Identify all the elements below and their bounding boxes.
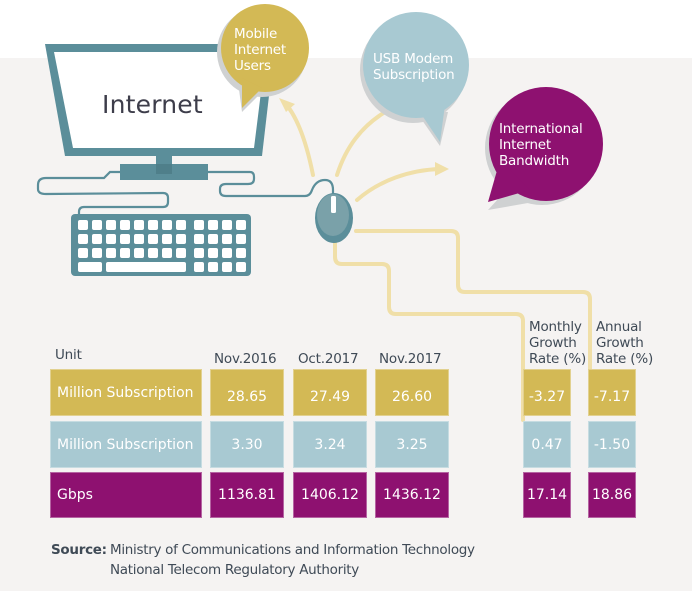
column-header-annual-growth: Annual Growth Rate (%) [596, 319, 653, 367]
row-mobile-nov2016: 28.65 [210, 369, 284, 416]
header-line: Growth [529, 335, 577, 351]
header-line: Rate (%) [596, 351, 654, 367]
keyboard-icon [71, 214, 251, 276]
bubble-bandwidth [485, 87, 603, 210]
bubble-line: Mobile [234, 26, 278, 42]
unit-header: Unit [55, 347, 82, 363]
bubble-line: USB Modem [373, 51, 454, 67]
row-usb-unit: Million Subscription [50, 421, 202, 468]
row-mobile-unit: Million Subscription [50, 369, 202, 416]
source-line: Ministry of Communications and Informati… [110, 542, 475, 558]
source-lines: Ministry of Communications and Informati… [110, 540, 475, 580]
row-bandwidth-nov2016: 1136.81 [210, 472, 284, 518]
header-line: Rate (%) [529, 351, 587, 367]
row-bandwidth-unit: Gbps [50, 472, 202, 518]
column-header-monthly-growth: Monthly Growth Rate (%) [529, 319, 586, 367]
row-bandwidth-annual: 18.86 [588, 472, 636, 518]
column-header-oct2017: Oct.2017 [298, 351, 359, 367]
bubble-line: International [499, 121, 583, 137]
bubble-bandwidth-text: International Internet Bandwidth [499, 121, 583, 169]
row-mobile-oct2017: 27.49 [293, 369, 367, 416]
bubble-mobile-text: Mobile Internet Users [234, 26, 286, 74]
row-usb-monthly: 0.47 [523, 421, 571, 468]
source-line: National Telecom Regulatory Authority [110, 562, 359, 578]
row-mobile-monthly: -3.27 [523, 369, 571, 416]
row-bandwidth-oct2017: 1406.12 [293, 472, 367, 518]
bubble-line: Internet [499, 137, 552, 153]
cables [36, 170, 335, 216]
source-note: Source: Ministry of Communications and I… [51, 540, 475, 578]
bubble-usb-text: USB Modem Subscription [373, 51, 455, 83]
bubble-line: Subscription [373, 67, 455, 83]
row-mobile-annual: -7.17 [588, 369, 636, 416]
header-line: Annual [596, 319, 642, 335]
row-usb-annual: -1.50 [588, 421, 636, 468]
bubble-line: Internet [234, 42, 287, 58]
row-usb-nov2016: 3.30 [210, 421, 284, 468]
header-line: Monthly [529, 319, 582, 335]
bubble-usb [360, 12, 469, 146]
column-header-nov2017: Nov.2017 [379, 351, 442, 367]
row-bandwidth-nov2017: 1436.12 [375, 472, 449, 518]
monitor-label: Internet [102, 90, 203, 119]
row-usb-oct2017: 3.24 [293, 421, 367, 468]
row-mobile-nov2017: 26.60 [375, 369, 449, 416]
bubble-line: Bandwidth [499, 153, 570, 169]
row-usb-nov2017: 3.25 [375, 421, 449, 468]
monitor-icon [45, 44, 275, 180]
mouse-icon [315, 193, 353, 243]
bubble-line: Users [234, 58, 271, 74]
column-header-nov2016: Nov.2016 [214, 351, 277, 367]
connector-lines [283, 101, 592, 422]
row-bandwidth-monthly: 17.14 [523, 472, 571, 518]
bubble-mobile [217, 4, 309, 112]
header-line: Growth [596, 335, 644, 351]
source-label: Source: [51, 542, 107, 558]
